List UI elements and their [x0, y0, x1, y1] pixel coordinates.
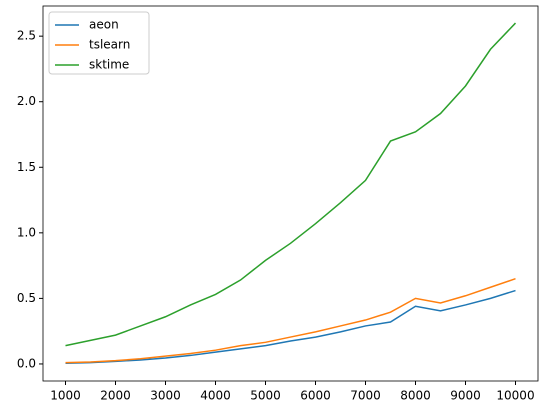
y-tick-label: 2.0 — [17, 94, 36, 108]
x-tick-label: 7000 — [350, 389, 381, 403]
series-line — [65, 22, 517, 347]
x-tick-label: 2000 — [100, 389, 131, 403]
legend-label: sktime — [89, 58, 129, 72]
x-tick-label: 9000 — [450, 389, 481, 403]
y-tick-label: 0.5 — [17, 291, 36, 305]
x-tick-label: 3000 — [150, 389, 181, 403]
y-tick-label: 1.5 — [17, 160, 36, 174]
x-tick-label: 4000 — [200, 389, 231, 403]
legend-label: aeon — [89, 18, 119, 32]
y-tick-label: 0.0 — [17, 356, 36, 370]
x-tick-label: 6000 — [300, 389, 331, 403]
series-line — [65, 289, 516, 365]
y-tick-label: 2.5 — [17, 29, 36, 43]
y-tick-label: 1.0 — [17, 225, 36, 239]
legend-label: tslearn — [89, 38, 130, 52]
x-tick-label: 1000 — [50, 389, 81, 403]
x-tick-label: 5000 — [250, 389, 281, 403]
plot-frame — [42, 5, 539, 382]
x-tick-label: 10000 — [496, 389, 534, 403]
x-tick-label: 8000 — [400, 389, 431, 403]
series-line — [65, 278, 516, 364]
legend-box — [48, 11, 150, 75]
